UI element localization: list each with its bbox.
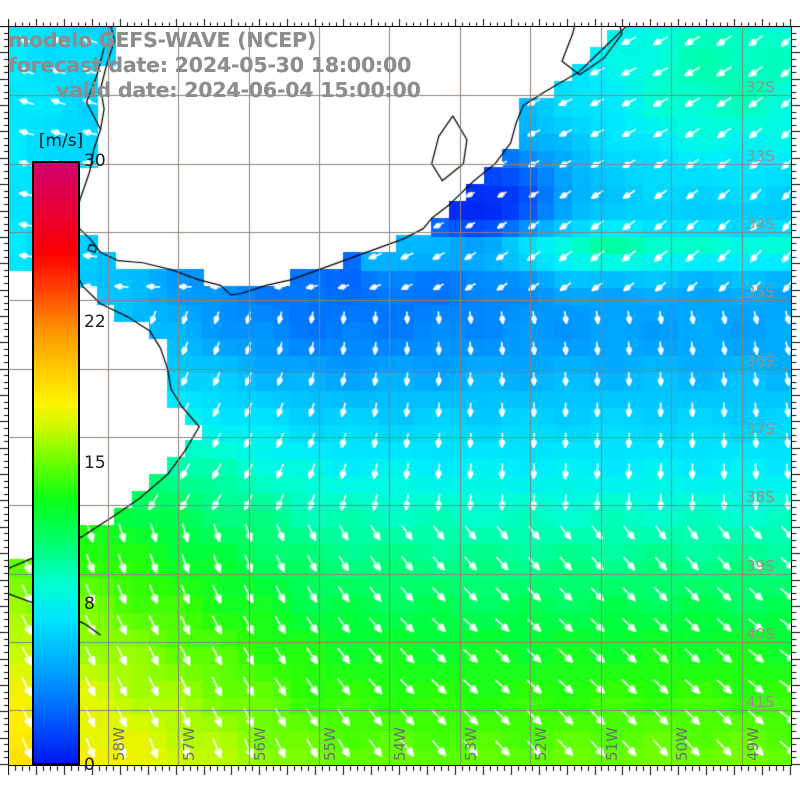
lon-label: 56W <box>250 727 269 761</box>
colorbar[interactable] <box>32 161 80 765</box>
colorbar-tick-label: 0 <box>84 755 95 775</box>
lon-label: 52W <box>532 727 551 761</box>
lat-label: 39S <box>746 556 775 575</box>
colorbar-tick-label: 15 <box>84 453 106 473</box>
graticule-gridlines-layer <box>9 27 791 765</box>
lat-label: 41S <box>746 693 775 712</box>
axis-ticks-right <box>792 26 800 766</box>
lon-label: 51W <box>602 727 621 761</box>
map-clip <box>9 27 791 765</box>
colorbar-gradient <box>32 161 80 765</box>
colorbar-units-label: [m/s] <box>38 131 84 151</box>
lat-label: 33S <box>746 146 775 165</box>
lat-label: 34S <box>746 215 775 233</box>
lat-label: 35S <box>746 283 775 302</box>
lon-label: 58W <box>109 727 128 761</box>
axis-ticks-bottom <box>8 766 792 775</box>
map-plot-area[interactable] <box>8 26 792 766</box>
lon-label: 55W <box>320 727 339 761</box>
lon-label: 53W <box>461 727 480 761</box>
lat-label: 37S <box>746 420 775 438</box>
lon-label: 49W <box>743 727 762 761</box>
lat-label: 32S <box>746 78 775 97</box>
lon-label: 54W <box>391 727 410 761</box>
lon-label: 57W <box>180 727 199 761</box>
lat-label: 38S <box>746 488 775 507</box>
colorbar-tick-label: 30 <box>84 151 106 171</box>
colorbar-tick-label: 8 <box>84 593 95 614</box>
lat-label: 40S <box>746 625 775 643</box>
lon-label: 50W <box>673 727 692 761</box>
lat-label: 36S <box>746 351 775 370</box>
colorbar-tick-label: 22 <box>84 312 106 333</box>
